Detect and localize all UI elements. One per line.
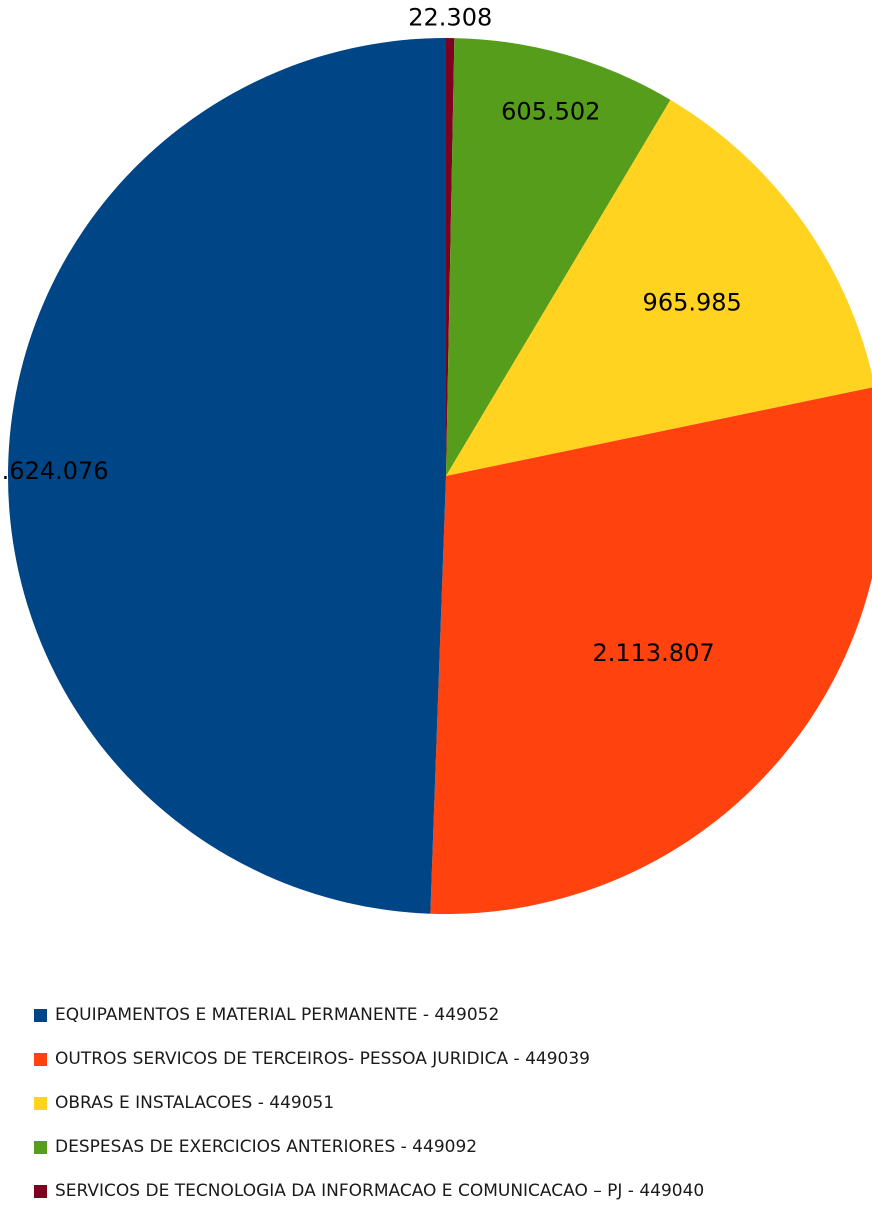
legend-swatch-0: [34, 1185, 47, 1198]
legend-item-0: SERVICOS DE TECNOLOGIA DA INFORMACAO E C…: [34, 1176, 704, 1206]
slice-value-label-1: 605.502: [501, 98, 600, 126]
legend-item-3: OUTROS SERVICOS DE TERCEIROS- PESSOA JUR…: [34, 1044, 704, 1074]
legend-swatch-3: [34, 1053, 47, 1066]
legend: EQUIPAMENTOS E MATERIAL PERMANENTE - 449…: [34, 1000, 704, 1220]
slice-value-label-4: 3.624.076: [0, 457, 109, 485]
legend-swatch-1: [34, 1141, 47, 1154]
legend-label-3: OUTROS SERVICOS DE TERCEIROS- PESSOA JUR…: [55, 1049, 590, 1069]
slice-value-label-3: 2.113.807: [592, 639, 714, 667]
legend-item-1: DESPESAS DE EXERCICIOS ANTERIORES - 4490…: [34, 1132, 704, 1162]
legend-swatch-4: [34, 1009, 47, 1022]
legend-label-0: SERVICOS DE TECNOLOGIA DA INFORMACAO E C…: [55, 1181, 704, 1201]
legend-item-2: OBRAS E INSTALACOES - 449051: [34, 1088, 704, 1118]
pie-slices: [8, 38, 872, 914]
pie-chart: 22.308 605.502 965.985 2.113.807 3.624.076: [0, 0, 872, 930]
legend-label-4: EQUIPAMENTOS E MATERIAL PERMANENTE - 449…: [55, 1005, 499, 1025]
slice-value-label-0: 22.308: [408, 3, 492, 31]
slice-value-label-2: 965.985: [643, 289, 742, 317]
legend-label-1: DESPESAS DE EXERCICIOS ANTERIORES - 4490…: [55, 1137, 477, 1157]
legend-swatch-2: [34, 1097, 47, 1110]
legend-item-4: EQUIPAMENTOS E MATERIAL PERMANENTE - 449…: [34, 1000, 704, 1030]
legend-label-2: OBRAS E INSTALACOES - 449051: [55, 1093, 334, 1113]
